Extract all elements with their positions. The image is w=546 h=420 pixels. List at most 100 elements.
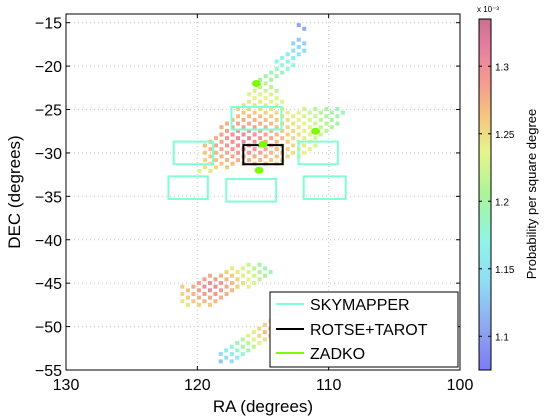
probability-pixel xyxy=(241,103,246,108)
probability-pixel xyxy=(302,48,307,53)
probability-pixel xyxy=(285,132,290,137)
probability-pixel xyxy=(191,299,196,304)
probability-pixel xyxy=(291,150,296,155)
probability-pixel xyxy=(213,299,218,304)
probability-pixel xyxy=(274,66,279,71)
probability-pixel xyxy=(196,302,201,307)
probability-pixel xyxy=(274,74,279,79)
probability-pixel xyxy=(285,59,290,64)
probability-pixel xyxy=(213,284,218,289)
probability-pixel xyxy=(291,143,296,148)
colorbar-gradient xyxy=(478,18,492,371)
probability-pixel xyxy=(240,337,245,342)
y-tick-label: −20 xyxy=(35,59,62,76)
probability-pixel xyxy=(191,291,196,296)
probability-pixel xyxy=(307,125,312,130)
probability-pixel xyxy=(313,121,318,126)
probability-pixel xyxy=(302,41,307,46)
probability-pixel xyxy=(258,136,263,141)
probability-pixel xyxy=(236,114,241,119)
probability-pixel xyxy=(208,154,213,159)
axis-ticks: 130 120 110 100 −15 −20 −25 −30 −35 −40 −45 −50 −55 xyxy=(35,14,474,394)
skymapper-field xyxy=(172,140,215,166)
probability-pixel xyxy=(191,284,196,289)
probability-pixel xyxy=(252,110,257,115)
probability-pixel xyxy=(252,88,257,93)
probability-pixel xyxy=(218,352,223,357)
probability-pixel xyxy=(247,158,252,163)
probability-pixel xyxy=(236,143,241,148)
probability-pixel xyxy=(252,117,257,122)
probability-pixel xyxy=(274,139,279,144)
probability-pixel xyxy=(258,121,263,126)
probability-pixel xyxy=(262,330,267,335)
probability-pixel xyxy=(285,125,290,130)
probability-pixel xyxy=(329,117,334,122)
probability-pixel xyxy=(246,333,251,338)
probability-pixel xyxy=(236,106,241,111)
skymapper-field xyxy=(297,140,339,166)
probability-pixel xyxy=(291,136,296,141)
probability-pixel xyxy=(219,154,224,159)
probability-pixel xyxy=(302,106,307,111)
probability-pixel xyxy=(263,96,268,101)
probability-pixel xyxy=(324,121,329,126)
probability-pixel xyxy=(280,63,285,68)
probability-pixel xyxy=(269,92,274,97)
probability-pixel xyxy=(225,158,230,163)
probability-pixel xyxy=(340,110,345,115)
probability-pixel xyxy=(246,348,251,353)
probability-pixel xyxy=(202,291,207,296)
probability-pixel xyxy=(291,48,296,53)
y-tick-label: −15 xyxy=(35,16,62,33)
probability-pixel xyxy=(230,117,235,122)
probability-pixel xyxy=(236,128,241,133)
probability-pixel xyxy=(302,150,307,155)
probability-pixel xyxy=(241,110,246,115)
probability-pixel xyxy=(230,288,235,293)
probability-pixel xyxy=(213,150,218,155)
probability-pixel xyxy=(208,147,213,152)
probability-pixel xyxy=(280,70,285,75)
probability-pixel xyxy=(207,273,212,278)
probability-pixel xyxy=(252,139,257,144)
skymapper-field xyxy=(225,177,278,203)
probability-pixel xyxy=(318,110,323,115)
probability-pixel xyxy=(185,288,190,293)
probability-pixel xyxy=(269,128,274,133)
probability-pixel xyxy=(235,277,240,282)
probability-pixel xyxy=(258,150,263,155)
probability-pixel xyxy=(224,270,229,275)
probability-pixel xyxy=(235,284,240,289)
probability-pixel xyxy=(329,125,334,130)
y-tick-label: −50 xyxy=(35,320,62,337)
probability-pixel xyxy=(230,266,235,271)
colorbar-tick-label: 1.15 xyxy=(495,265,515,276)
probability-pixel xyxy=(263,273,268,278)
probability-pixel xyxy=(224,291,229,296)
probability-pixel xyxy=(196,288,201,293)
probability-pixel xyxy=(225,165,230,170)
probability-pixel xyxy=(263,110,268,115)
probability-pixel xyxy=(202,150,207,155)
probability-pixel xyxy=(196,295,201,300)
probability-pixel xyxy=(247,128,252,133)
probability-pixel xyxy=(313,136,318,141)
colorbar-tick-label: 1.1 xyxy=(495,332,509,343)
probability-pixel xyxy=(307,110,312,115)
probability-pixel xyxy=(291,41,296,46)
probability-pixel xyxy=(257,326,262,331)
probability-pixel xyxy=(263,266,268,271)
probability-pixel xyxy=(313,106,318,111)
probability-pixel xyxy=(302,121,307,126)
probability-pixel xyxy=(241,273,246,278)
probability-pixel xyxy=(241,266,246,271)
x-tick-label: 100 xyxy=(447,377,474,394)
probability-pixel xyxy=(258,92,263,97)
probability-pixel xyxy=(280,128,285,133)
probability-pixel xyxy=(296,132,301,137)
probability-pixel xyxy=(258,128,263,133)
probability-pixel xyxy=(213,136,218,141)
probability-pixel xyxy=(246,262,251,267)
